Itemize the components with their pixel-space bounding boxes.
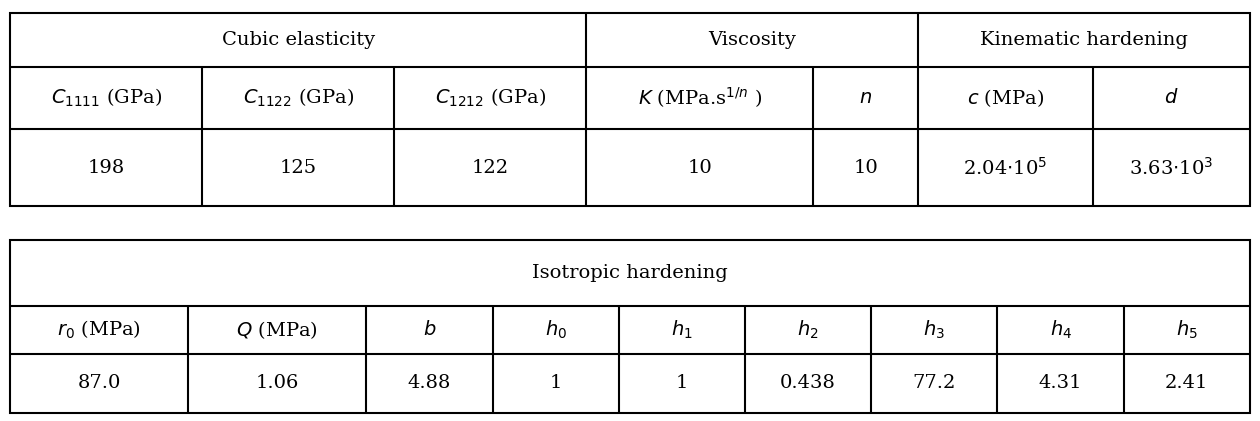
Text: $h_0$: $h_0$ xyxy=(544,319,567,341)
Text: Isotropic hardening: Isotropic hardening xyxy=(532,264,728,282)
Bar xyxy=(10,240,1250,413)
Text: $K$ (MPa.s$^{1/n}$ ): $K$ (MPa.s$^{1/n}$ ) xyxy=(638,85,762,110)
Text: $b$: $b$ xyxy=(423,320,436,339)
Text: $h_2$: $h_2$ xyxy=(798,319,819,341)
Text: $h_3$: $h_3$ xyxy=(924,319,945,341)
Text: 4.88: 4.88 xyxy=(408,374,451,392)
Text: $r_0$ (MPa): $r_0$ (MPa) xyxy=(57,319,141,341)
Text: $h_1$: $h_1$ xyxy=(672,319,693,341)
Text: 2.04$\cdot$10$^{5}$: 2.04$\cdot$10$^{5}$ xyxy=(964,157,1047,179)
Text: 1.06: 1.06 xyxy=(256,374,299,392)
Text: $h_4$: $h_4$ xyxy=(1050,319,1072,341)
Text: 0.438: 0.438 xyxy=(780,374,837,392)
Text: $n$: $n$ xyxy=(859,89,872,107)
Text: $h_5$: $h_5$ xyxy=(1176,319,1198,341)
Text: 77.2: 77.2 xyxy=(912,374,956,392)
Text: 1: 1 xyxy=(549,374,562,392)
Text: $Q$ (MPa): $Q$ (MPa) xyxy=(237,319,319,341)
Text: 198: 198 xyxy=(87,159,125,176)
Text: 10: 10 xyxy=(853,159,878,176)
Text: $d$: $d$ xyxy=(1164,88,1178,107)
Text: 10: 10 xyxy=(688,159,712,176)
Text: $C_{1122}$ (GPa): $C_{1122}$ (GPa) xyxy=(243,87,354,109)
Text: $C_{1212}$ (GPa): $C_{1212}$ (GPa) xyxy=(435,87,546,109)
Bar xyxy=(10,13,1250,206)
Text: $c$ (MPa): $c$ (MPa) xyxy=(966,87,1045,109)
Text: 122: 122 xyxy=(471,159,509,176)
Text: Viscosity: Viscosity xyxy=(708,31,796,49)
Text: 87.0: 87.0 xyxy=(77,374,121,392)
Text: 3.63$\cdot$10$^{3}$: 3.63$\cdot$10$^{3}$ xyxy=(1129,157,1213,179)
Text: 2.41: 2.41 xyxy=(1166,374,1208,392)
Text: 1: 1 xyxy=(675,374,688,392)
Text: $C_{1111}$ (GPa): $C_{1111}$ (GPa) xyxy=(50,87,161,109)
Text: 4.31: 4.31 xyxy=(1038,374,1082,392)
Text: Kinematic hardening: Kinematic hardening xyxy=(980,31,1188,49)
Text: 125: 125 xyxy=(280,159,316,176)
Text: Cubic elasticity: Cubic elasticity xyxy=(222,31,374,49)
